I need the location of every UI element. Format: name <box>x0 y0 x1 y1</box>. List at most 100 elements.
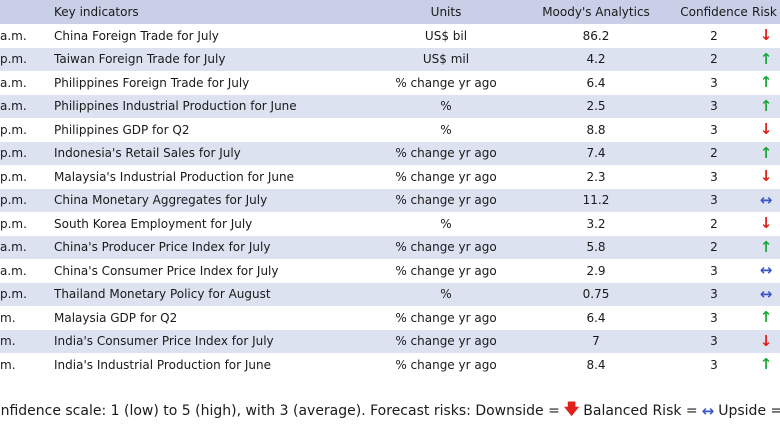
table-row: m. India's Industrial Production for June… <box>0 353 780 377</box>
left-right-arrow-icon: ↔ <box>759 261 773 280</box>
forecast-value: 6.4 <box>586 75 606 90</box>
risk-cell: ↔ <box>752 259 780 283</box>
release-time: p.m. <box>0 169 27 184</box>
release-time: a.m. <box>0 240 27 255</box>
table-row: p.m. South Korea Employment for July% 3.2 2… <box>0 212 780 236</box>
release-time: a.m. <box>0 263 27 278</box>
down-arrow-icon: ↓ <box>759 214 773 233</box>
table-row: p.m. China Monetary Aggregates for July % … <box>0 188 780 213</box>
risk-cell: ↑ <box>752 353 780 377</box>
risk-cell: ↑ <box>752 48 780 72</box>
indicator-name: China Monetary Aggregates for July <box>54 193 268 208</box>
indicator-name: Malaysia's Industrial Production for Jun… <box>54 169 294 184</box>
table-row: p.m. Taiwan Foreign Trade for July US$ mil… <box>0 47 780 72</box>
header-units: Units <box>430 5 462 19</box>
header-forecast: Moody's Analytics <box>542 5 650 19</box>
header-confidence: Confidence <box>680 5 748 19</box>
confidence-value: 3 <box>710 263 718 278</box>
up-arrow-icon: ↑ <box>759 96 773 115</box>
indicator-units: % change yr ago <box>395 146 497 161</box>
indicator-units: % change yr ago <box>395 310 497 325</box>
up-arrow-icon: ↑ <box>759 308 773 327</box>
risk-cell: ↔ <box>752 283 780 307</box>
confidence-value: 3 <box>710 310 718 325</box>
release-time: p.m. <box>0 52 27 67</box>
up-arrow-icon: ↑ <box>759 355 773 374</box>
header-risk: Risk <box>752 5 777 19</box>
table-row: p.m. Indonesia's Retail Sales for July % c… <box>0 141 780 166</box>
indicator-name: India's Consumer Price Index for July <box>54 334 274 349</box>
release-time: m. <box>0 310 16 325</box>
left-right-arrow-icon: ↔ <box>701 402 715 420</box>
indicator-units: % <box>440 287 452 302</box>
forecast-value: 8.8 <box>586 122 606 137</box>
confidence-value: 3 <box>710 193 718 208</box>
confidence-value: 3 <box>710 169 718 184</box>
up-arrow-icon: ↑ <box>759 143 773 162</box>
release-time: a.m. <box>0 28 27 43</box>
confidence-value: 2 <box>710 240 718 255</box>
table-row: a.m. Philippines Foreign Trade for July % … <box>0 71 780 95</box>
indicator-name: China Foreign Trade for July <box>54 28 219 43</box>
table-row: p.m. Thailand Monetary Policy for August%… <box>0 282 780 307</box>
forecast-value: 11.2 <box>582 193 610 208</box>
table-row: p.m. Malaysia's Industrial Production for… <box>0 165 780 189</box>
confidence-value: 3 <box>710 122 718 137</box>
release-time: p.m. <box>0 216 27 231</box>
indicator-name: China's Consumer Price Index for July <box>54 263 279 278</box>
risk-cell: ↓ <box>752 165 780 189</box>
forecast-value: 2.3 <box>586 169 606 184</box>
indicator-name: India's Industrial Production for June <box>54 357 272 372</box>
risk-cell: ↓ <box>752 24 780 48</box>
indicator-name: Philippines Foreign Trade for July <box>54 75 250 90</box>
release-time: a.m. <box>0 75 27 90</box>
table-row: m. Malaysia GDP for Q2 % change yr ago 6.4 3… <box>0 306 780 330</box>
indicator-units: % change yr ago <box>395 75 497 90</box>
indicator-name: Philippines Industrial Production for Ju… <box>54 99 297 114</box>
down-arrow-icon: ↓ <box>759 331 773 350</box>
release-time: m. <box>0 357 16 372</box>
indicator-name: Thailand Monetary Policy for August <box>54 287 271 302</box>
table-row: a.m. China's Producer Price Index for Jul… <box>0 235 780 260</box>
release-time: p.m. <box>0 193 27 208</box>
indicator-name: China's Producer Price Index for July <box>54 240 271 255</box>
indicator-units: US$ bil <box>424 28 468 43</box>
legend-upside-text: Upside = <box>718 403 780 419</box>
indicator-name: Philippines GDP for Q2 <box>54 122 190 137</box>
legend-scale-text: onfidence scale: 1 (low) to 5 (high), wi… <box>0 403 560 419</box>
indicator-units: % change yr ago <box>395 357 497 372</box>
forecast-value: 2.5 <box>586 99 606 114</box>
up-arrow-icon: ↑ <box>759 73 773 92</box>
risk-cell: ↓ <box>752 330 780 354</box>
indicator-units: % <box>440 216 452 231</box>
risk-cell: ↑ <box>752 142 780 166</box>
confidence-value: 3 <box>710 99 718 114</box>
release-time: p.m. <box>0 146 27 161</box>
indicator-units: % change yr ago <box>395 263 497 278</box>
table-row: a.m. China Foreign Trade for July US$ bil 8… <box>0 24 780 48</box>
up-arrow-icon: ↑ <box>759 49 773 68</box>
release-time: p.m. <box>0 122 27 137</box>
indicator-units: % change yr ago <box>395 334 497 349</box>
forecast-value: 86.2 <box>582 28 610 43</box>
confidence-value: 3 <box>710 357 718 372</box>
down-arrow-icon: ↓ <box>759 120 773 139</box>
indicator-name: Indonesia's Retail Sales for July <box>54 146 241 161</box>
forecast-value: 7.4 <box>586 146 606 161</box>
left-right-arrow-icon: ↔ <box>759 190 773 209</box>
release-time: m. <box>0 334 16 349</box>
indicator-name: Taiwan Foreign Trade for July <box>54 52 226 67</box>
forecast-value: 2.9 <box>586 263 606 278</box>
confidence-value: 3 <box>710 334 718 349</box>
risk-cell: ↑ <box>752 71 780 95</box>
risk-cell: ↑ <box>752 236 780 260</box>
indicator-units: % <box>440 99 452 114</box>
risk-cell: ↔ <box>752 189 780 213</box>
forecast-value: 3.2 <box>586 216 606 231</box>
forecast-value: 8.4 <box>586 357 606 372</box>
down-arrow-icon: ↓ <box>759 26 773 45</box>
forecast-value: 0.75 <box>582 287 610 302</box>
indicator-units: % change yr ago <box>395 240 497 255</box>
indicator-name: Malaysia GDP for Q2 <box>54 310 178 325</box>
